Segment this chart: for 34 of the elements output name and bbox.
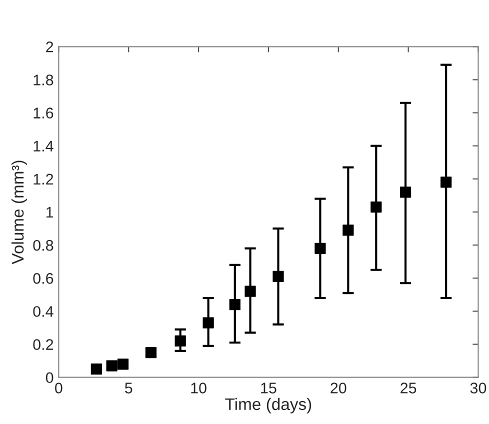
point xyxy=(370,201,382,213)
y-tick-label: 0.4 xyxy=(33,306,54,317)
x-tick-label: 15 xyxy=(261,382,276,394)
y-tick-label: 0.8 xyxy=(33,240,54,251)
y-tick-label: 0.6 xyxy=(33,273,54,284)
point xyxy=(145,346,157,358)
point xyxy=(272,270,284,282)
point xyxy=(202,317,214,328)
point xyxy=(440,176,452,188)
x-tick-label: 0 xyxy=(55,382,62,394)
point xyxy=(174,335,186,347)
y-tick-label: 1.2 xyxy=(34,174,54,184)
x-tick-label: 25 xyxy=(400,382,416,394)
x-axis-title: Time (days) xyxy=(225,398,312,414)
y-tick-label: 2 xyxy=(46,42,54,52)
y-tick-label: 0.2 xyxy=(33,339,54,350)
x-tick-label: 20 xyxy=(330,382,346,394)
y-tick-label: 1.8 xyxy=(34,74,54,86)
y-axis-title: Volume (mm³) xyxy=(11,160,28,264)
x-tick-label: 30 xyxy=(470,382,486,394)
y-tick-label: 1.6 xyxy=(34,108,54,118)
x-tick-label: 10 xyxy=(191,382,206,394)
point xyxy=(400,186,412,198)
x-tick-label: 5 xyxy=(124,382,132,394)
point xyxy=(229,299,240,310)
y-tick-label: 0 xyxy=(46,372,54,384)
point xyxy=(90,364,102,375)
point xyxy=(342,224,354,236)
point xyxy=(244,286,256,297)
point xyxy=(106,360,118,372)
y-tick-label: 1 xyxy=(46,207,54,218)
point xyxy=(314,242,326,254)
point xyxy=(117,358,129,370)
y-tick-label: 1.4 xyxy=(34,140,54,152)
